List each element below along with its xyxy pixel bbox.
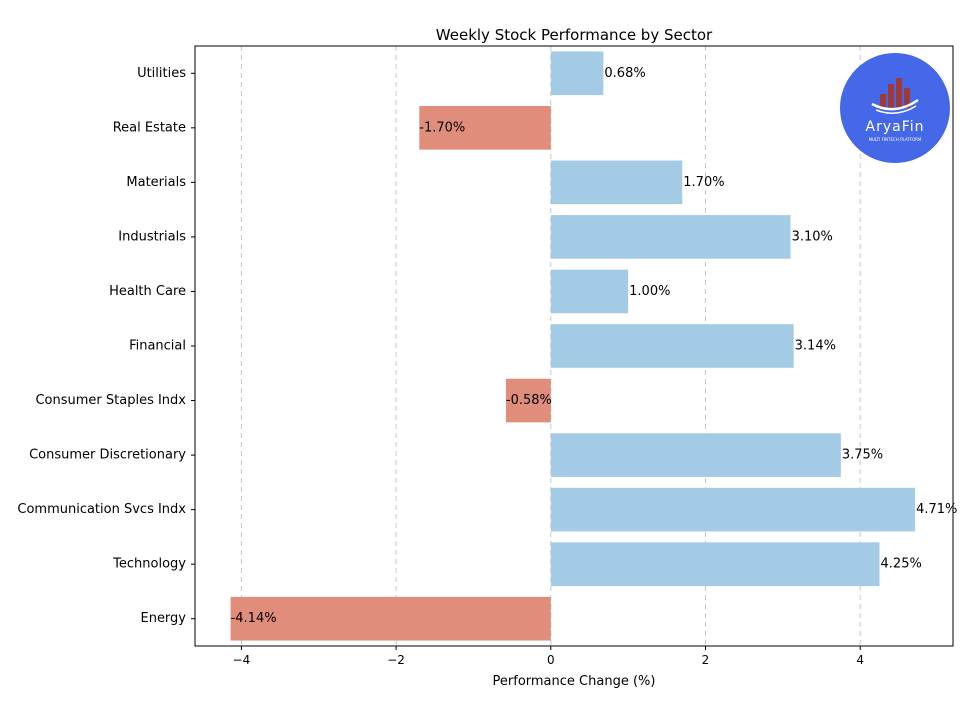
value-label: -4.14% bbox=[231, 611, 277, 626]
value-label: 1.70% bbox=[683, 175, 724, 190]
value-label: 3.10% bbox=[792, 229, 833, 244]
value-labels: 0.68% -1.70% 1.70% 3.10% 1.00% 3.14% -0.58% 3.7… bbox=[231, 66, 958, 626]
x-tick-label: −2 bbox=[387, 653, 405, 667]
bar-utilities bbox=[550, 51, 604, 96]
bar-real-estate bbox=[419, 106, 551, 150]
bar-consumer-staples-indx bbox=[505, 378, 551, 423]
bar-consumer-discretionary bbox=[550, 433, 841, 477]
value-label: 0.68% bbox=[604, 66, 645, 81]
value-label: 4.71% bbox=[916, 502, 957, 517]
value-label: -1.70% bbox=[419, 120, 465, 135]
value-label: -0.58% bbox=[506, 393, 552, 408]
x-axis-label: Performance Change (%) bbox=[493, 674, 656, 689]
x-tick-label: 4 bbox=[856, 653, 864, 667]
chart-title: Weekly Stock Performance by Sector bbox=[436, 26, 713, 44]
y-tick-label: Real Estate bbox=[113, 120, 186, 135]
bar-industrials bbox=[550, 215, 791, 259]
value-label: 3.14% bbox=[795, 339, 836, 354]
y-tick-label: Industrials bbox=[118, 229, 186, 244]
x-axis-ticks: −4 −2 0 2 4 bbox=[233, 646, 864, 667]
y-tick-label: Consumer Discretionary bbox=[29, 448, 186, 463]
aryafin-logo: AryaFin MULTI FINTECH PLATFORM bbox=[840, 53, 950, 163]
x-tick-label: −4 bbox=[233, 653, 251, 667]
bar-materials bbox=[550, 160, 683, 205]
y-tick-label: Utilities bbox=[137, 66, 186, 81]
value-label: 4.25% bbox=[881, 557, 922, 572]
y-tick-label: Financial bbox=[129, 339, 186, 354]
logo-tagline: MULTI FINTECH PLATFORM bbox=[869, 137, 922, 142]
value-label: 1.00% bbox=[629, 284, 670, 299]
y-tick-label: Communication Svcs Indx bbox=[17, 502, 186, 517]
y-axis-ticks: Utilities Real Estate Materials Industrials… bbox=[17, 66, 195, 626]
y-tick-label: Technology bbox=[112, 557, 186, 572]
bar-health-care bbox=[550, 269, 629, 314]
building-bars-icon bbox=[871, 78, 919, 114]
value-label: 3.75% bbox=[842, 448, 883, 463]
y-tick-label: Consumer Staples Indx bbox=[35, 393, 186, 408]
bars bbox=[230, 51, 916, 641]
y-tick-label: Health Care bbox=[109, 284, 186, 299]
y-tick-label: Materials bbox=[126, 175, 186, 190]
y-tick-label: Energy bbox=[140, 611, 186, 626]
logo-name: AryaFin bbox=[866, 119, 925, 135]
bar-financial bbox=[550, 324, 794, 368]
x-tick-label: 0 bbox=[547, 653, 555, 667]
x-tick-label: 2 bbox=[702, 653, 710, 667]
bar-communication-svcs-indx bbox=[550, 487, 916, 532]
bar-energy bbox=[230, 596, 551, 641]
bar-technology bbox=[550, 542, 880, 586]
